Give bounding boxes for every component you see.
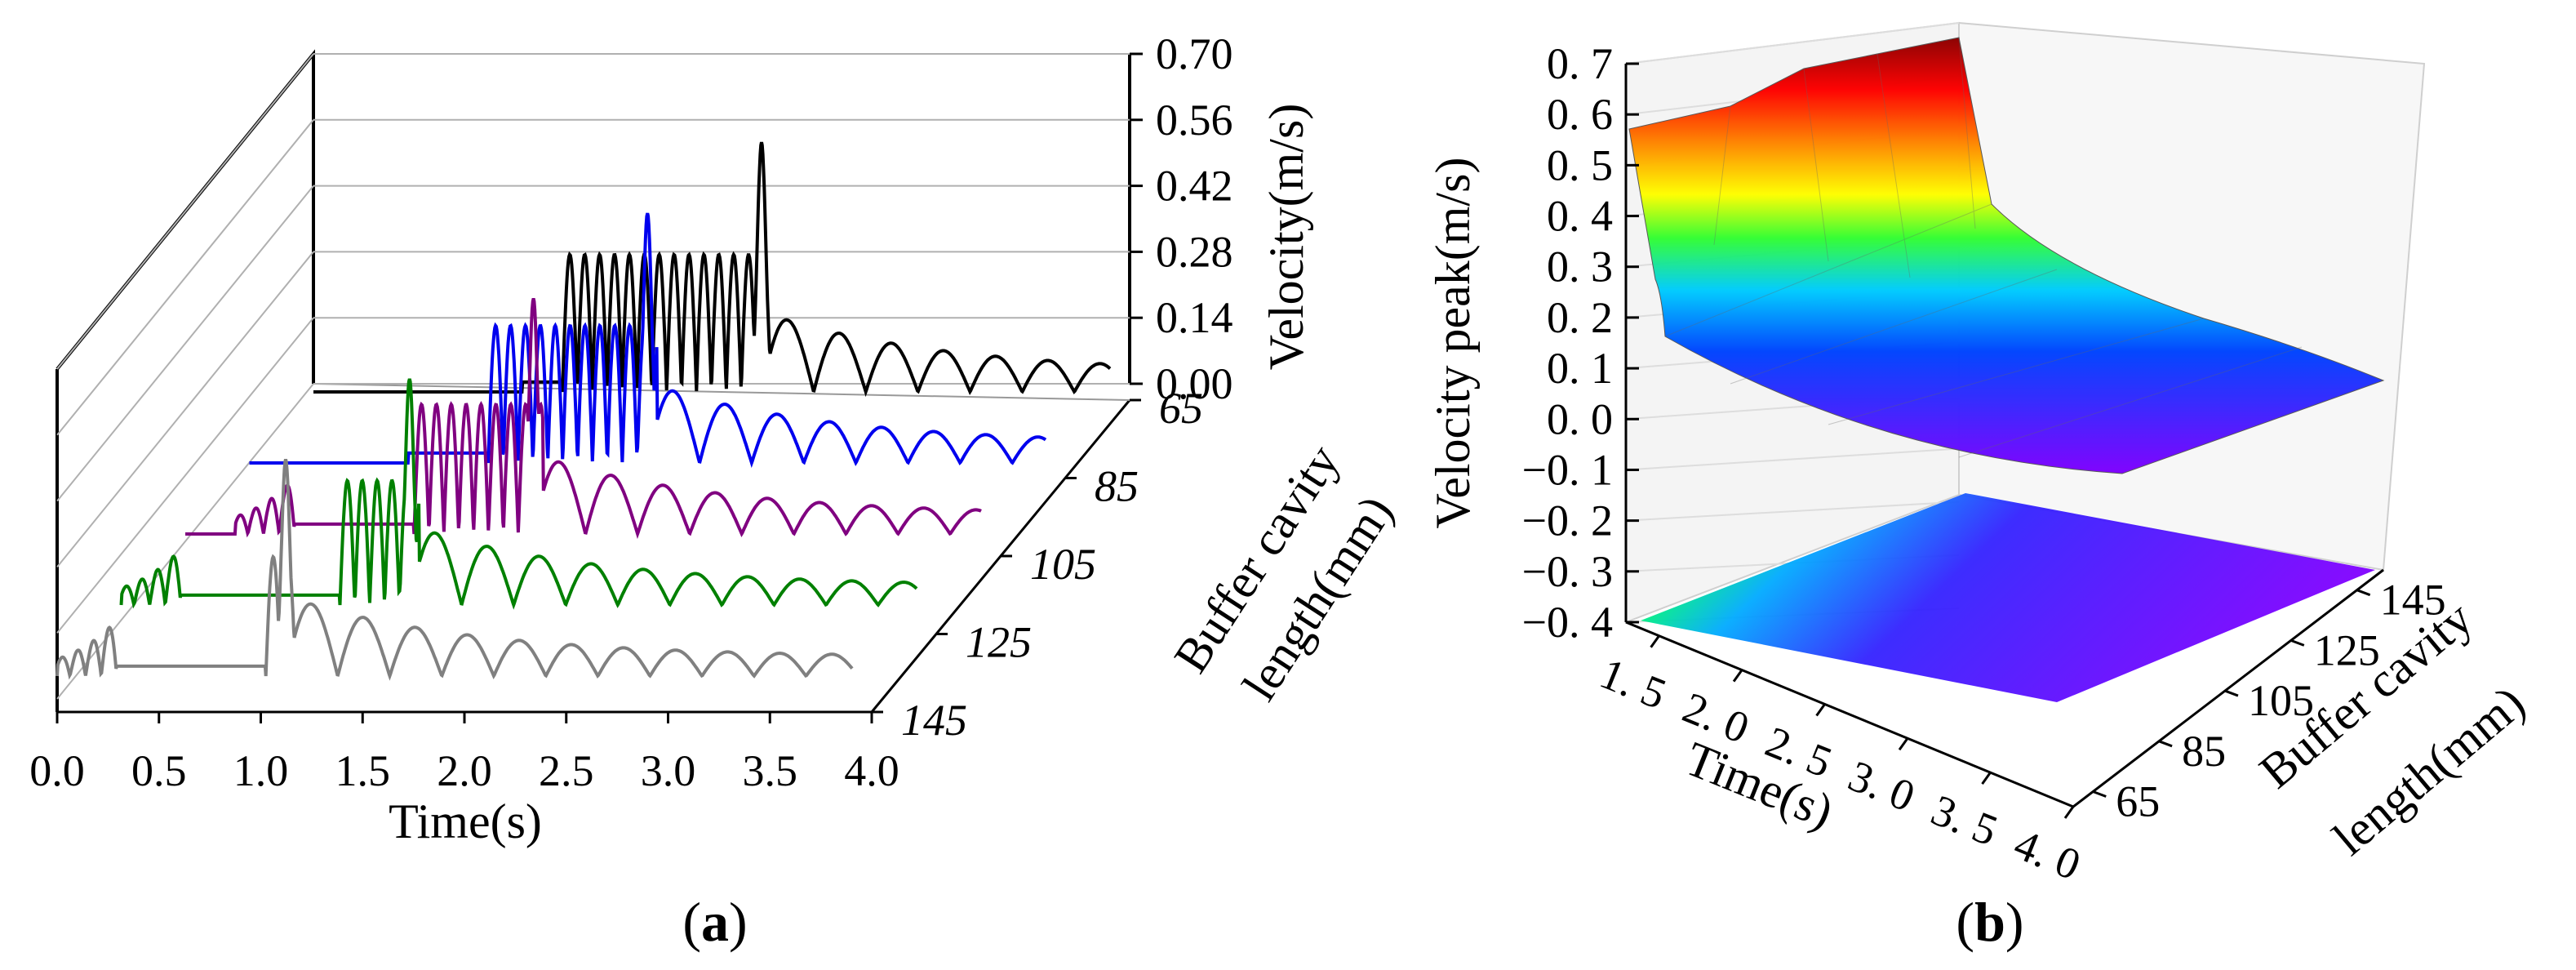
side-gridline (56, 185, 314, 502)
time-tick-label: 0.0 (29, 746, 85, 795)
panel-a-frame (56, 49, 315, 384)
velocity-peak-tick-label: 0. 1 (1547, 344, 1613, 393)
velocity-tick-label: 0.00 (1156, 359, 1233, 408)
time-tick-label: 3.0 (641, 746, 696, 795)
time-tick-label: 0.5 (131, 746, 187, 795)
wall-gridline (1625, 501, 1960, 522)
cavity-tick-label: 105 (1030, 540, 1096, 589)
panel-b-zlabel: Velocity peak(m/s) (1426, 158, 1480, 529)
panel-a-xlabel: Time(s) (389, 794, 542, 848)
cavity-b-tick-label: 105 (2248, 676, 2314, 725)
velocity-peak-tick-label: −0. 3 (1522, 547, 1613, 596)
panel-a-back-bottom (313, 383, 1130, 401)
time-tick-label: 1.0 (233, 746, 289, 795)
cavity-b-tick-label: 125 (2314, 625, 2380, 674)
time-b-tick-mark (1732, 669, 1743, 683)
velocity-tick-label: 0.14 (1156, 293, 1233, 342)
velocity-peak-tick-label: −0. 4 (1522, 598, 1613, 647)
time-tick-label: 2.0 (437, 746, 492, 795)
velocity-series-125 (119, 378, 918, 610)
panel-b-caption: (b) (1956, 891, 2023, 953)
time-tick-label: 3.5 (743, 746, 798, 795)
velocity-tick-label: 0.70 (1156, 29, 1233, 78)
cavity-b-tick-label: 145 (2380, 576, 2446, 625)
panel-a-caption: (a) (682, 891, 747, 953)
side-gridline (56, 317, 314, 634)
cavity-b-tick-mark (2224, 689, 2239, 697)
velocity-peak-tick-label: 0. 0 (1547, 394, 1613, 443)
cavity-b-tick-mark (2356, 589, 2371, 597)
wall-gridline (1625, 447, 1960, 471)
time-b-tick-mark (2063, 806, 2075, 819)
side-gridline (56, 53, 314, 370)
velocity-series (56, 141, 1112, 681)
time-b-tick-mark (1815, 703, 1826, 717)
panel-a-ylabel: Velocity(m/s) (1259, 104, 1313, 371)
velocity-peak-tick-label: 0. 4 (1547, 192, 1613, 241)
cavity-b-tick-mark (2092, 790, 2107, 798)
velocity-tick-label: 0.56 (1156, 96, 1233, 145)
cavity-b-tick-label: 85 (2182, 727, 2226, 776)
cavity-tick-label: 125 (966, 618, 1032, 667)
cavity-ticks: 65 85 105 125 145 (872, 384, 1203, 745)
time-ticks: 0.0 0.5 1.0 1.5 2.0 2.5 3.0 3.5 4.0 (29, 712, 899, 795)
floor-contour-map (1641, 493, 2375, 702)
velocity-peak-tick-label: 0. 5 (1547, 140, 1613, 189)
velocity-peak-tick-label: 0. 6 (1547, 90, 1613, 139)
time-tick-label: 1.5 (335, 746, 391, 795)
time-b-tick-mark (1650, 634, 1660, 648)
velocity-series-85 (249, 212, 1047, 469)
cavity-axis-b (2072, 568, 2384, 808)
panel-a: 0.00 0.14 0.28 0.42 0.56 0.70 0.0 0.5 1.0 1.5 2.0… (29, 29, 1403, 953)
surface-mesh (1664, 37, 2303, 458)
velocity-series-65 (313, 141, 1112, 398)
velocity-gridlines (56, 53, 1130, 700)
time-b-tick-mark (1898, 737, 1909, 751)
time-b-tick-label: 3. 5 (1925, 785, 2005, 856)
velocity-tick-label: 0.42 (1156, 162, 1233, 211)
time-tick-label: 4.0 (844, 746, 899, 795)
velocity-tick-label: 0.28 (1156, 227, 1233, 276)
velocity-peak-tick-label: 0. 7 (1547, 39, 1613, 88)
velocity-peak-surface (1628, 37, 2385, 474)
cavity-tick-label: 85 (1095, 462, 1139, 511)
velocity-ticks: 0.00 0.14 0.28 0.42 0.56 0.70 (1130, 29, 1233, 408)
velocity-peak-tick-label: 0. 3 (1547, 242, 1613, 291)
cavity-tick-label: 145 (901, 696, 967, 745)
time-axis-b (1625, 621, 2074, 808)
panel-b: 0. 70. 60. 50. 40. 30. 20. 10. 0−0. 1−0.… (1426, 21, 2534, 953)
side-gridline (56, 251, 314, 568)
time-b-tick-mark (1981, 772, 1992, 785)
cavity-b-tick-mark (2290, 639, 2305, 647)
velocity-peak-tick-label: 0. 2 (1547, 293, 1613, 342)
time-b-tick-label: 4. 0 (2008, 819, 2088, 889)
time-b-tick-label: 3. 0 (1842, 751, 1922, 821)
velocity-peak-tick-label: −0. 2 (1522, 496, 1613, 545)
cavity-b-tick-mark (2158, 740, 2173, 748)
side-gridline (56, 383, 314, 700)
cavity-b-tick-label: 65 (2116, 776, 2160, 825)
velocity-series-145 (56, 459, 854, 681)
velocity-series-105 (185, 297, 982, 540)
side-gridline (56, 119, 314, 436)
time-b-tick-label: 1. 5 (1593, 648, 1673, 719)
velocity-peak-ticks: 0. 70. 60. 50. 40. 30. 20. 10. 0−0. 1−0.… (1522, 39, 1639, 647)
velocity-peak-tick-label: −0. 1 (1522, 445, 1613, 494)
wall-gridline (1625, 22, 1960, 65)
time-tick-label: 2.5 (539, 746, 594, 795)
cavity-tick-label: 65 (1159, 384, 1203, 433)
